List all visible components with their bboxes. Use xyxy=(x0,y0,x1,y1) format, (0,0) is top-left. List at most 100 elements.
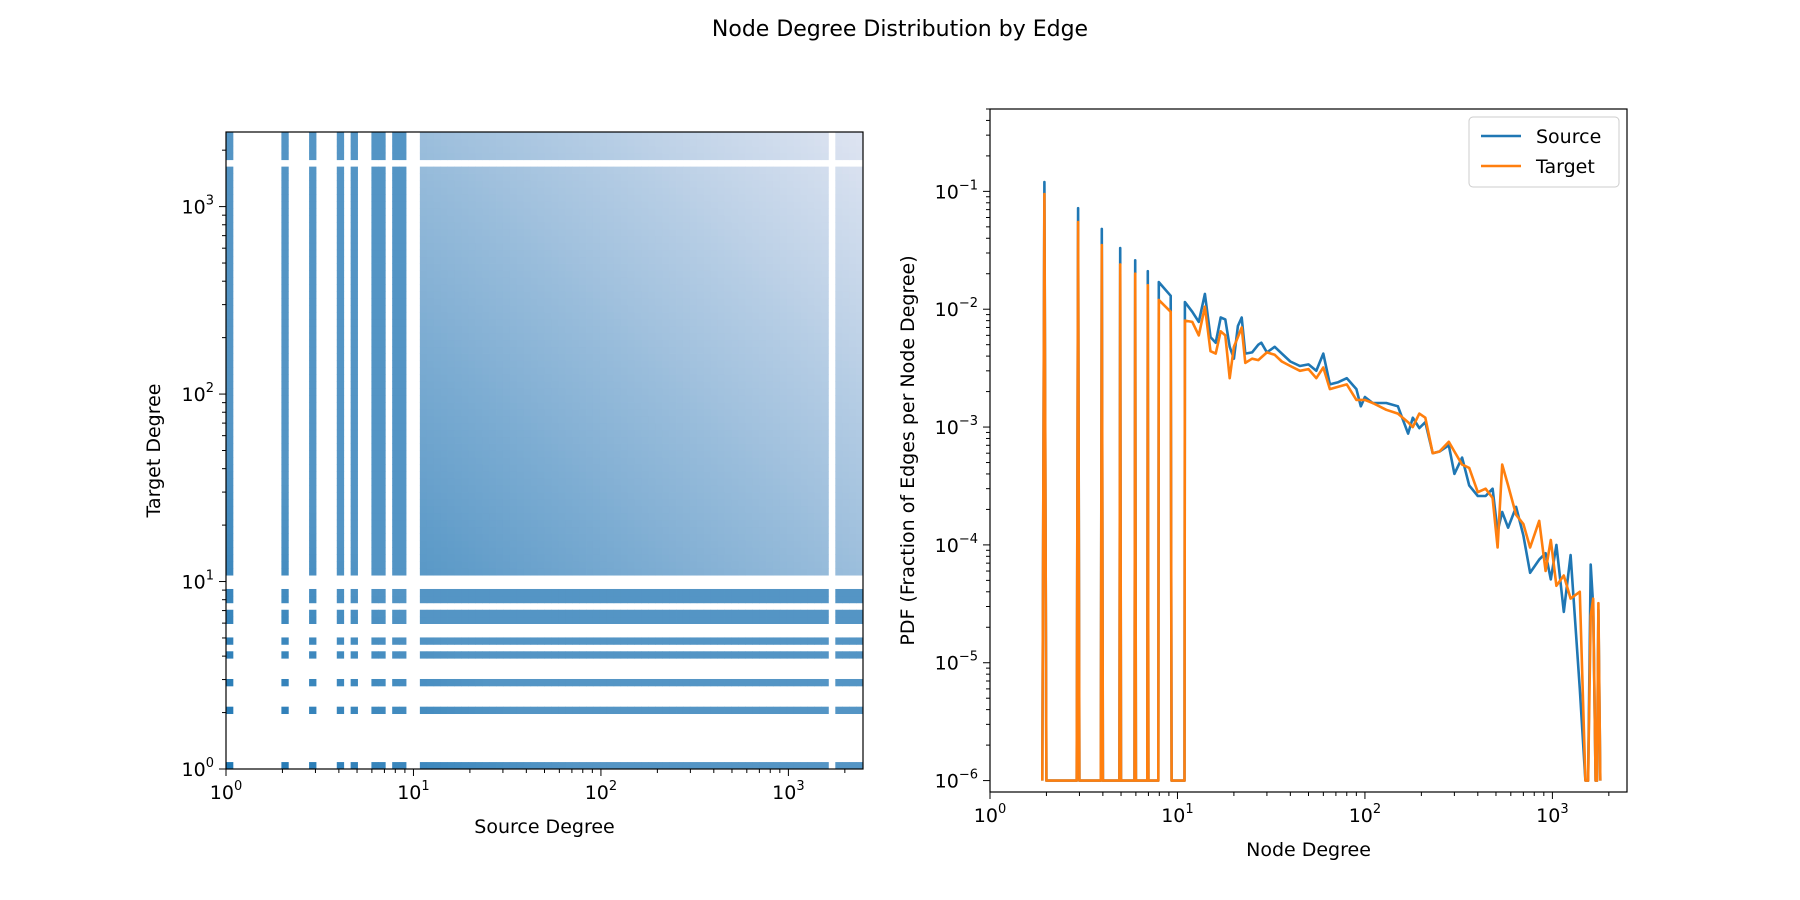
heatmap-cell xyxy=(558,215,566,223)
heatmap-cell xyxy=(433,291,442,299)
heatmap-cell xyxy=(309,554,317,562)
heatmap-cell xyxy=(475,485,483,493)
heatmap-cell xyxy=(696,547,705,555)
heatmap-cell xyxy=(745,595,753,604)
heatmap-cell xyxy=(800,554,809,562)
heatmap-cell xyxy=(627,228,635,237)
heatmap-cell xyxy=(731,298,739,306)
heatmap-cell xyxy=(281,471,289,479)
heatmap-cell xyxy=(592,222,601,230)
heatmap-cell xyxy=(530,443,538,451)
heatmap-cell xyxy=(766,353,774,361)
heatmap-cell xyxy=(516,533,525,541)
heatmap-cell xyxy=(496,533,504,541)
heatmap-cell xyxy=(586,367,594,375)
heatmap-cell xyxy=(523,242,532,251)
heatmap-cell xyxy=(772,429,781,438)
heatmap-cell xyxy=(565,138,573,147)
heatmap-cell xyxy=(731,173,739,181)
heatmap-cell xyxy=(793,132,802,140)
heatmap-cell xyxy=(530,228,538,237)
heatmap-cell xyxy=(772,201,781,209)
heatmap-cell xyxy=(779,637,788,645)
heatmap-cell xyxy=(558,498,566,507)
heatmap-cell xyxy=(641,228,649,237)
heatmap-cell xyxy=(682,485,691,493)
heatmap-cell xyxy=(682,588,691,597)
heatmap-cell xyxy=(475,554,483,562)
heatmap-cell xyxy=(371,443,379,451)
heatmap-cell xyxy=(426,298,435,306)
heatmap-cell xyxy=(440,492,448,500)
heatmap-cell xyxy=(565,678,573,687)
heatmap-cell xyxy=(842,443,850,451)
heatmap-cell xyxy=(226,256,234,264)
heatmap-cell xyxy=(676,166,684,174)
heatmap-cell xyxy=(738,547,746,555)
heatmap-cell xyxy=(502,215,511,223)
heatmap-cell xyxy=(772,395,781,403)
heatmap-cell xyxy=(516,561,525,569)
heatmap-cell xyxy=(724,533,732,541)
heatmap-cell xyxy=(800,588,809,597)
heatmap-cell xyxy=(648,215,656,223)
heatmap-cell xyxy=(842,485,850,493)
heatmap-cell xyxy=(572,762,580,770)
heatmap-cell xyxy=(281,457,289,465)
heatmap-cell xyxy=(592,561,601,569)
heatmap-cell xyxy=(717,464,725,472)
heatmap-cell xyxy=(281,132,289,140)
heatmap-cell xyxy=(669,339,677,348)
heatmap-cell xyxy=(835,166,843,174)
heatmap-cell xyxy=(419,263,428,271)
heatmap-cell xyxy=(433,305,442,313)
heatmap-cell xyxy=(586,762,594,770)
heatmap-cell xyxy=(648,568,656,576)
heatmap-cell xyxy=(579,235,587,244)
heatmap-cell xyxy=(336,374,345,382)
heatmap-cell xyxy=(738,478,746,486)
heatmap-cell xyxy=(592,526,601,534)
heatmap-cell xyxy=(676,402,684,410)
heatmap-cell xyxy=(793,208,802,216)
heatmap-cell xyxy=(586,360,594,368)
heatmap-cell xyxy=(440,187,448,195)
heatmap-cell xyxy=(842,526,850,534)
heatmap-cell xyxy=(807,443,815,451)
heatmap-cell xyxy=(745,277,753,285)
heatmap-cell xyxy=(835,408,843,417)
heatmap-cell xyxy=(544,678,552,687)
heatmap-cell xyxy=(392,388,400,396)
heatmap-cell xyxy=(779,505,788,514)
heatmap-cell xyxy=(696,332,705,341)
heatmap-cell xyxy=(842,457,850,465)
heatmap-cell xyxy=(586,208,594,216)
heatmap-cell xyxy=(627,145,635,154)
heatmap-cell xyxy=(399,360,407,368)
heatmap-cell xyxy=(717,201,725,209)
heatmap-cell xyxy=(703,215,712,223)
heatmap-cell xyxy=(669,132,677,140)
heatmap-cell xyxy=(745,332,753,341)
heatmap-cell xyxy=(468,173,476,181)
heatmap-cell xyxy=(648,242,656,251)
heatmap-cell xyxy=(696,166,705,174)
heatmap-cell xyxy=(731,138,739,147)
heatmap-cell xyxy=(627,568,635,576)
heatmap-cell xyxy=(551,381,559,389)
heatmap-cell xyxy=(454,588,462,597)
heatmap-cell xyxy=(226,381,234,389)
heatmap-cell xyxy=(821,381,829,389)
heatmap-cell xyxy=(350,381,358,389)
heatmap-cell xyxy=(599,339,608,348)
heatmap-cell xyxy=(281,706,289,715)
heatmap-cell xyxy=(592,194,601,202)
heatmap-cell xyxy=(648,256,656,264)
heatmap-cell xyxy=(350,360,358,368)
heatmap-cell xyxy=(786,173,795,181)
heatmap-cell xyxy=(599,498,608,507)
heatmap-cell xyxy=(641,367,649,375)
heatmap-cell xyxy=(752,471,760,479)
heatmap-cell xyxy=(572,512,580,521)
heatmap-cell xyxy=(807,436,815,444)
